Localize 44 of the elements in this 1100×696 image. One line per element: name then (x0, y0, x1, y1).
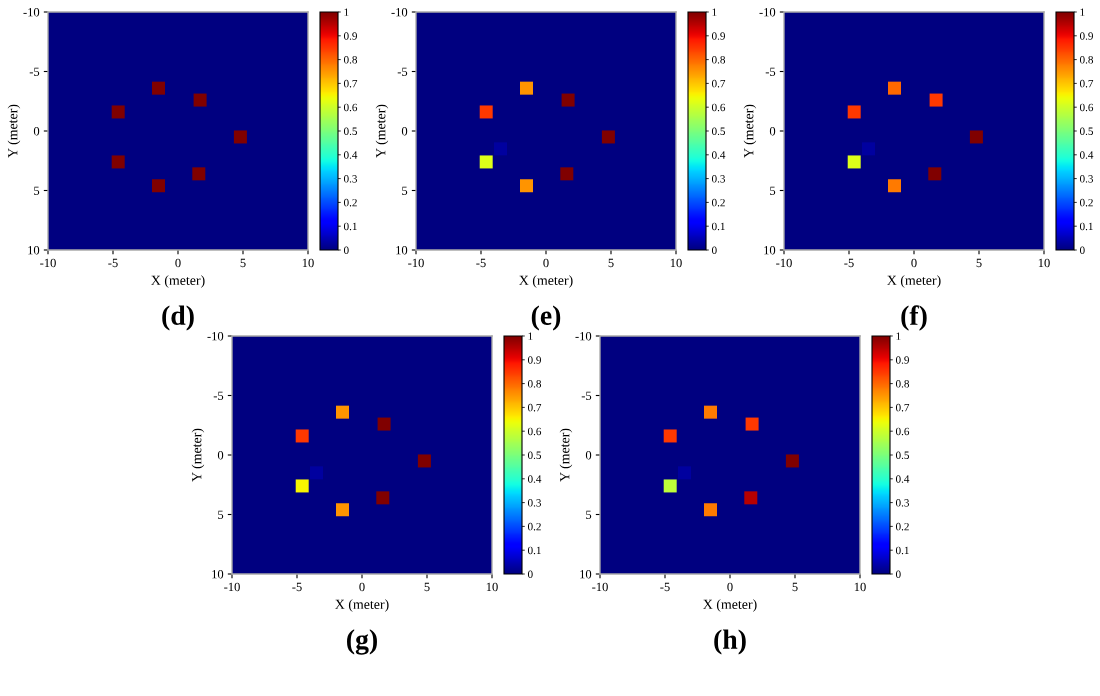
point (192, 167, 206, 181)
point (376, 491, 390, 505)
point (888, 179, 901, 193)
text: (g) (347, 629, 377, 655)
point (479, 155, 493, 169)
text: (e) (531, 305, 561, 331)
point (336, 405, 349, 419)
point (520, 179, 533, 193)
point (310, 466, 323, 480)
text: (d) (162, 305, 194, 331)
point (479, 105, 493, 119)
point (152, 81, 165, 95)
point (745, 417, 759, 431)
point (417, 454, 431, 468)
point (111, 155, 125, 169)
point (377, 417, 391, 431)
text: (h) (714, 629, 746, 655)
point (862, 142, 875, 156)
point (663, 429, 677, 443)
point (295, 479, 309, 493)
point (193, 93, 207, 107)
text: (f) (901, 305, 927, 331)
point (336, 503, 349, 517)
point (601, 130, 615, 144)
point (678, 466, 691, 480)
point (888, 81, 901, 95)
point (561, 93, 575, 107)
point (704, 503, 717, 517)
point (233, 130, 247, 144)
point (663, 479, 677, 493)
point (295, 429, 309, 443)
point (969, 130, 983, 144)
point (704, 405, 717, 419)
point (560, 167, 574, 181)
point (785, 454, 799, 468)
point (520, 81, 533, 95)
point (744, 491, 758, 505)
point (847, 155, 861, 169)
point (929, 93, 943, 107)
point (111, 105, 125, 119)
point (847, 105, 861, 119)
point (494, 142, 507, 156)
point (928, 167, 942, 181)
point (152, 179, 165, 193)
